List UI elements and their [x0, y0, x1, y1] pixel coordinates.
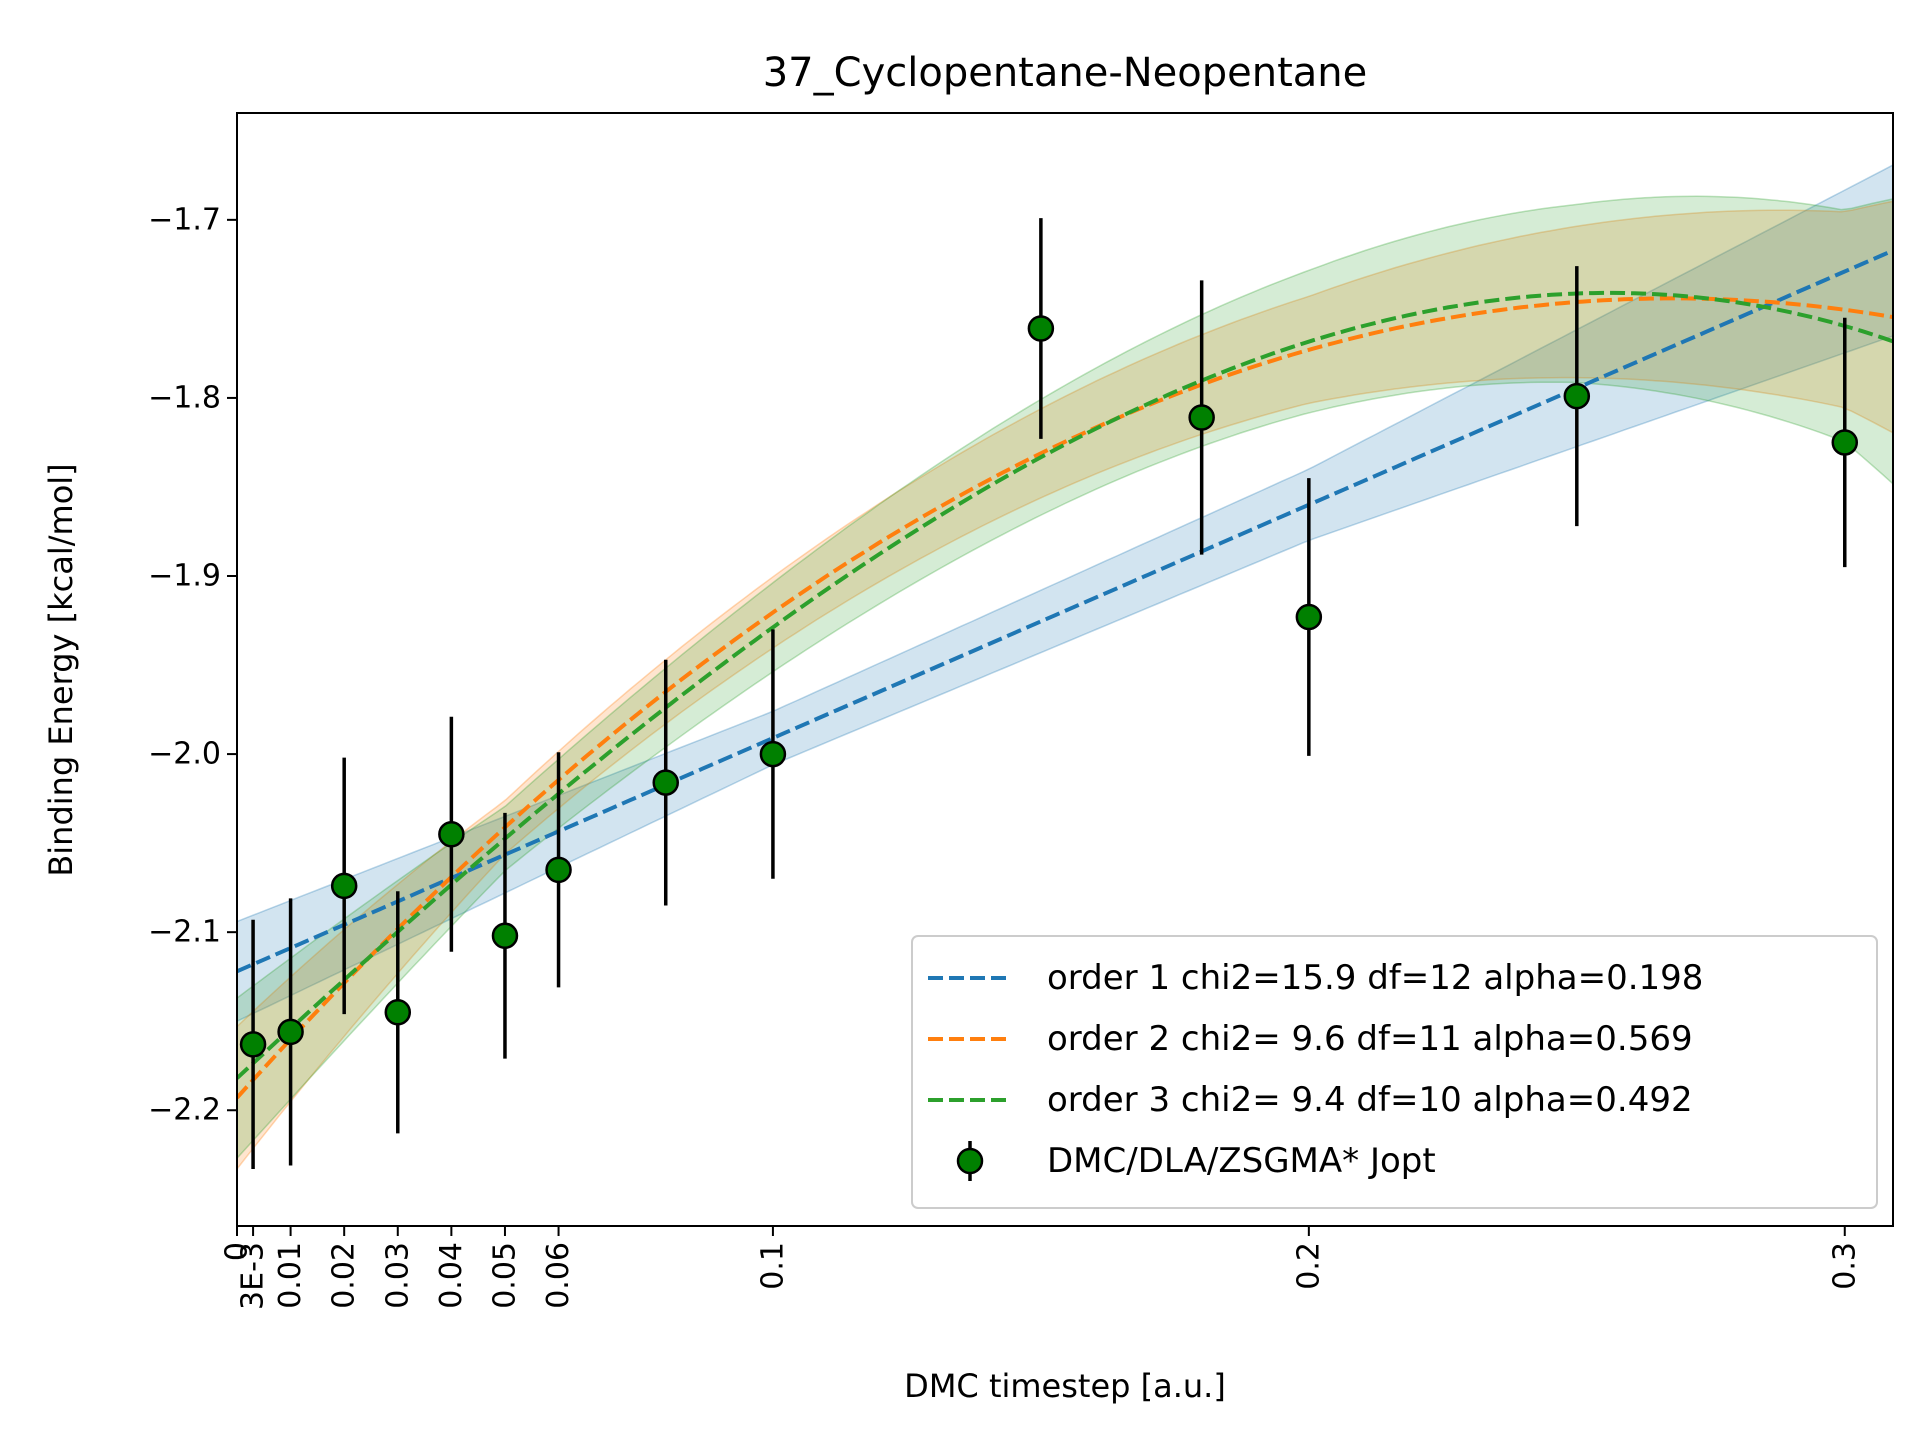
legend-swatch-marker	[956, 1147, 984, 1175]
data-point-5	[438, 820, 465, 848]
y-tick-label: −2.2	[148, 1093, 221, 1128]
data-point-8	[652, 769, 679, 796]
data-point-6	[491, 922, 519, 949]
y-tick-label: −1.7	[148, 202, 221, 237]
y-tick-label: −1.8	[148, 380, 221, 415]
x-tick-label: 0.02	[327, 1242, 362, 1309]
y-tick-label: −2.1	[148, 915, 221, 950]
legend-label-order-3: order 3 chi2= 9.4 df=10 alpha=0.492	[1047, 1080, 1693, 1120]
x-tick-label: 0.01	[273, 1242, 308, 1309]
x-tick-label: 0.2	[1291, 1242, 1326, 1290]
y-tick-label: −1.9	[148, 559, 221, 594]
legend-label-order-2: order 2 chi2= 9.6 df=11 alpha=0.569	[1047, 1019, 1693, 1059]
data-point-2	[277, 1018, 304, 1046]
y-axis-label: Binding Energy [kcal/mol]	[42, 463, 80, 876]
x-tick-label: 0.04	[434, 1242, 469, 1309]
legend-label-order-1: order 1 chi2=15.9 df=12 alpha=0.198	[1047, 958, 1703, 998]
x-tick-label: 0.3	[1827, 1242, 1862, 1290]
fit-line-order-2	[237, 296, 1893, 1100]
data-point-12	[1295, 603, 1323, 631]
x-axis-label: DMC timestep [a.u.]	[904, 1367, 1226, 1405]
y-axis: −2.2 −2.1 −2.0 −1.9 −1.8 −1.7	[148, 202, 237, 1128]
data-point-10	[1027, 315, 1055, 342]
y-tick-label: −2.0	[148, 737, 221, 772]
fit-line-order-1	[237, 248, 1893, 974]
fit-lines	[237, 248, 1893, 1100]
fit-band-order-3	[237, 195, 1893, 1160]
x-tick-label: 0	[220, 1242, 255, 1261]
fit-line-order-3	[237, 290, 1893, 1080]
legend-box	[911, 935, 1878, 1209]
data-point-3	[330, 872, 358, 900]
data-point-13	[1563, 382, 1591, 410]
x-tick-label: 0.03	[380, 1242, 415, 1309]
data-point-9	[759, 740, 787, 768]
x-tick-label: 0.06	[541, 1242, 576, 1309]
data-points	[239, 315, 1859, 1058]
x-tick-label: 0.1	[755, 1242, 790, 1290]
legend: order 1 chi2=15.9 df=12 alpha=0.198 order…	[911, 935, 1878, 1209]
data-point-1	[239, 1031, 267, 1058]
plot-frame	[236, 112, 1894, 1227]
chart-title: 37_Cyclopentane-Neopentane	[763, 50, 1368, 96]
data-point-11	[1188, 404, 1215, 431]
data-point-14	[1831, 429, 1859, 456]
data-point-7	[545, 856, 572, 884]
legend-label-data: DMC/DLA/ZSGMA* Jopt	[1047, 1141, 1436, 1181]
x-tick-label: 3E-3	[236, 1242, 271, 1310]
x-axis: 03E-3 0.01 0.02 0.03 0.04 0.05 0.06 0.1 0.2 0.3	[220, 1226, 1862, 1310]
data-point-4	[384, 999, 412, 1026]
x-tick-label: 0.05	[488, 1242, 523, 1309]
